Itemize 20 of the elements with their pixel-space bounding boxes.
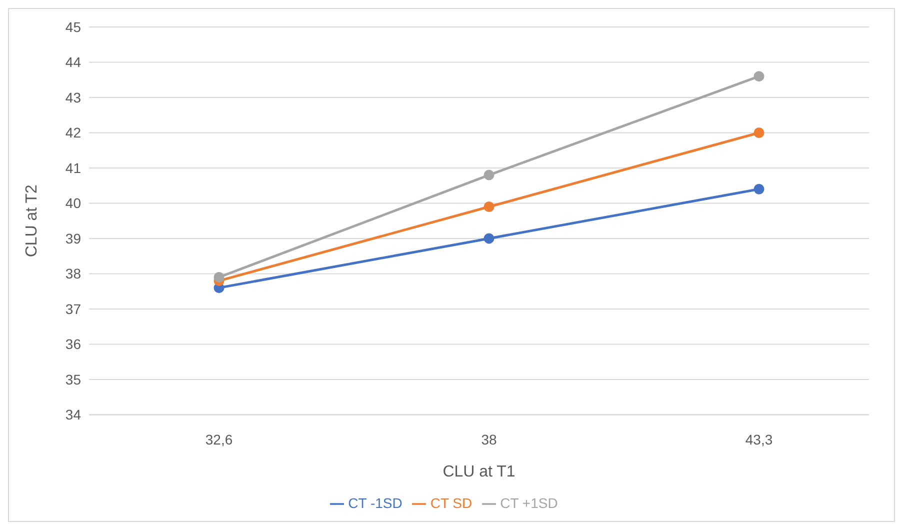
y-tick-label: 38	[65, 266, 82, 282]
x-tick-label: 32,6	[205, 432, 233, 448]
y-tick-label: 42	[65, 124, 82, 141]
y-tick-label: 39	[65, 230, 82, 246]
y-axis-title: CLU at T2	[24, 184, 41, 258]
x-tick-label: 43,3	[745, 432, 773, 448]
legend-label: CT -1SD	[348, 494, 402, 511]
y-tick-label: 40	[65, 195, 82, 212]
y-tick-label: 44	[65, 54, 82, 70]
y-tick-label: 36	[65, 336, 82, 352]
x-tick-label: 38	[481, 432, 497, 448]
y-tick-label: 35	[65, 371, 82, 388]
legend-label: CT +1SD	[500, 494, 558, 511]
legend-label: CT SD	[430, 494, 472, 511]
y-tick-label: 45	[65, 18, 82, 35]
y-tick-label: 34	[65, 406, 82, 423]
y-tick-label: 37	[65, 300, 82, 317]
x-axis-title: CLU at T1	[442, 464, 516, 481]
y-tick-label: 41	[65, 160, 82, 176]
y-tick-label: 43	[65, 89, 82, 106]
